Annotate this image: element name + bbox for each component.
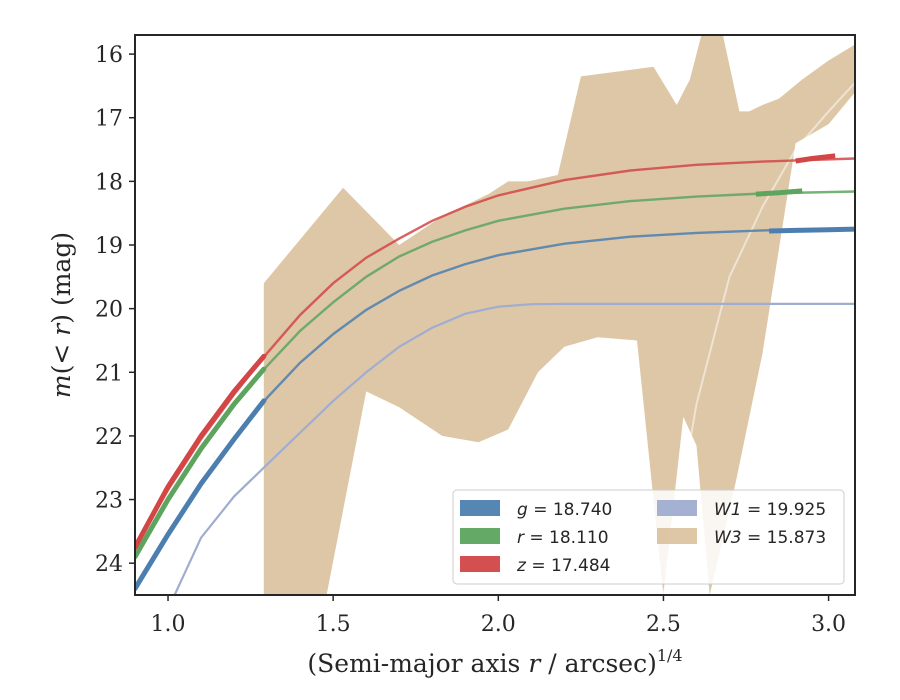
- legend-label: W3 = 15.873: [714, 528, 826, 548]
- legend-swatch: [460, 500, 500, 516]
- w1-model-curve: [173, 302, 855, 595]
- y-tick-label: 18: [95, 170, 123, 195]
- legend-box: [452, 489, 845, 585]
- legend-item-w1: W1 = 19.925: [657, 500, 826, 520]
- y-tick-label: 19: [95, 234, 123, 259]
- y-tick-label: 17: [95, 107, 123, 132]
- plot-area: [135, 35, 855, 595]
- legend-item-r: r = 18.110: [460, 528, 609, 548]
- g-data-segment-outer: [769, 226, 855, 234]
- y-tick-label: 16: [95, 43, 123, 68]
- legend-label: r = 18.110: [517, 528, 609, 548]
- legend-item-w3: W3 = 15.873: [657, 528, 826, 548]
- x-axis-label: (Semi-major axis r / arcsec)1/4: [307, 646, 682, 678]
- x-tick-label: 2.0: [481, 612, 516, 637]
- y-axis-label: m(< r) (mag): [47, 232, 76, 398]
- y-tick-label: 21: [95, 361, 123, 386]
- y-tick-label: 23: [95, 489, 123, 514]
- z-data-segment-outer: [795, 153, 836, 164]
- y-tick-label: 20: [95, 298, 123, 323]
- x-tick-label: 1.0: [151, 612, 186, 637]
- g-data-segment-inner: [135, 398, 267, 592]
- legend: g = 18.740 r = 18.110 z = 17.484 W1 = 19.92…: [452, 489, 845, 585]
- w3-model-curve: [662, 82, 855, 595]
- r-data-segment-inner: [135, 366, 267, 560]
- legend-item-g: g = 18.740: [460, 500, 612, 520]
- legend-swatch: [657, 500, 697, 516]
- legend-item-z: z = 17.484: [460, 556, 610, 576]
- r-data-segment-outer: [755, 188, 803, 197]
- y-tick-label: 22: [95, 425, 123, 450]
- x-tick-label: 1.5: [316, 612, 351, 637]
- legend-label: W1 = 19.925: [714, 500, 826, 520]
- legend-swatch: [657, 528, 697, 544]
- axes: 1.0 1.5 2.0 2.5 3.0 16 17 18 19 20 21 22 23 24: [95, 43, 846, 637]
- plot-frame: [134, 34, 856, 596]
- legend-swatch: [460, 528, 500, 544]
- legend-label: z = 17.484: [516, 556, 610, 576]
- z-data-segment-inner: [135, 353, 267, 550]
- x-tick-label: 3.0: [811, 612, 846, 637]
- legend-label: g = 18.740: [517, 500, 612, 520]
- legend-swatch: [460, 556, 500, 572]
- x-tick-label: 2.5: [646, 612, 681, 637]
- w3-uncertainty-band: [263, 35, 855, 595]
- y-tick-label: 24: [95, 552, 123, 577]
